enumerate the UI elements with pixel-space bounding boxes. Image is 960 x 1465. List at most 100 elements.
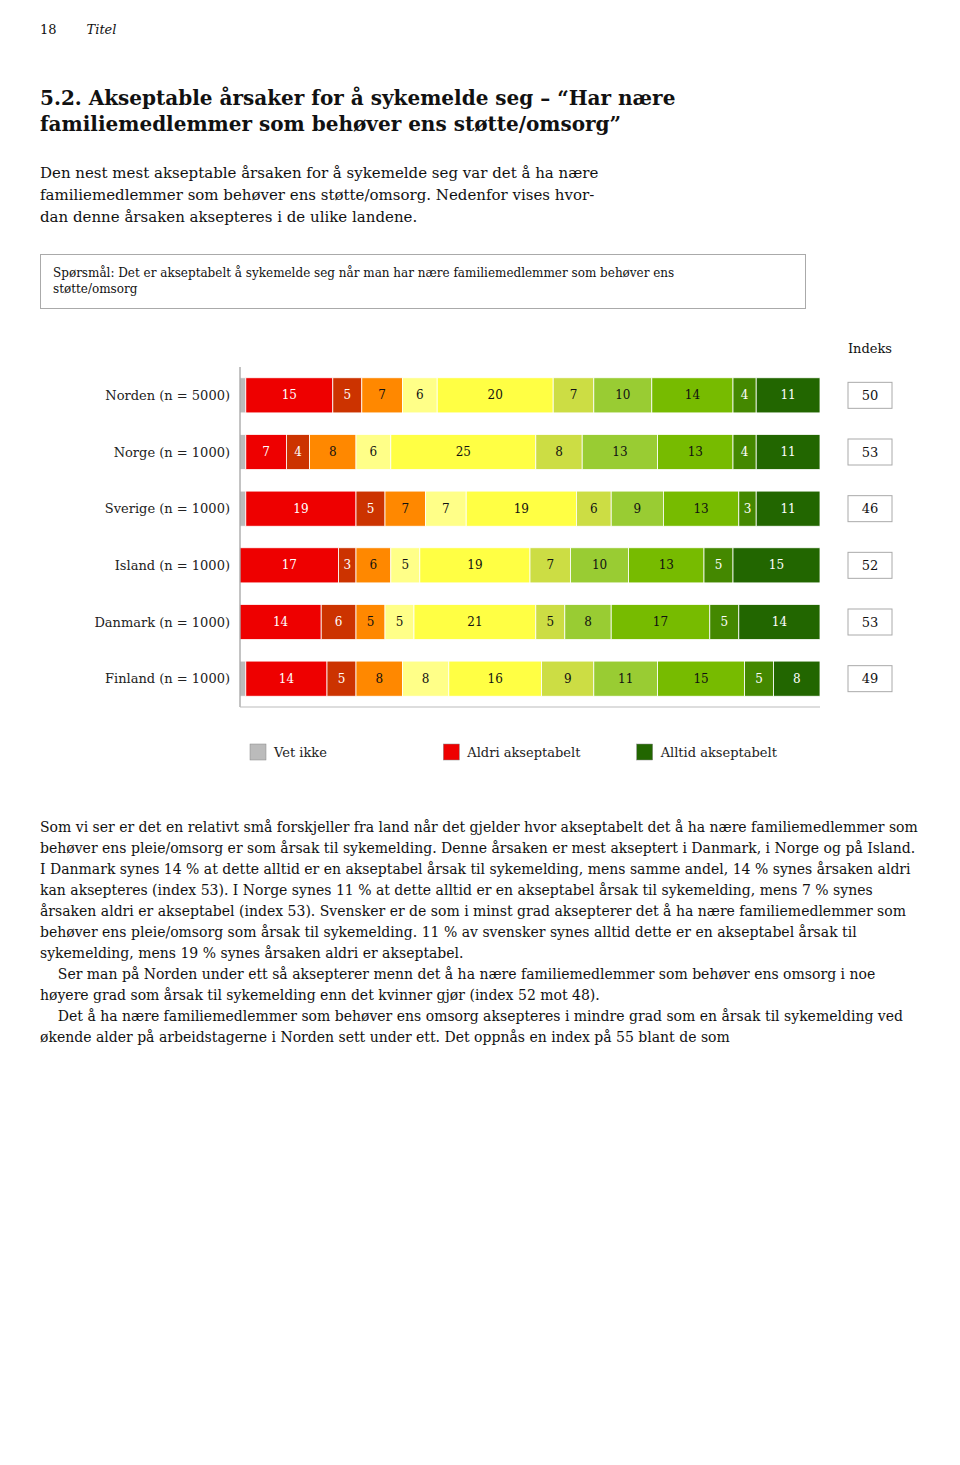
bar-segment [756,491,820,526]
data-label: 14 [685,388,701,402]
bar-segment [530,547,571,582]
bar-segment [565,604,611,639]
data-label: 16 [488,671,503,685]
bar-segment [240,491,246,526]
data-label: 5 [367,501,375,515]
bar-segment [414,604,536,639]
bar-segment [321,604,356,639]
data-label: 13 [659,558,674,572]
data-label: 4 [294,445,302,459]
data-label: 3 [343,558,351,572]
value-axis-line [240,706,820,707]
data-label: 21 [467,615,482,629]
bar-segment [246,661,327,696]
data-label: 19 [514,501,529,515]
bar-segment [594,377,652,412]
data-label: 13 [693,501,708,515]
data-label: 11 [780,388,795,402]
data-label: 6 [590,501,598,515]
data-labels: 1557620710144117486258131341119577196913… [262,388,800,685]
data-label: 11 [780,501,795,515]
data-label: 5 [343,388,351,402]
bar-segment [426,491,467,526]
data-label: 19 [467,558,482,572]
legend-swatch [637,744,653,760]
bar-segment [391,547,420,582]
category-label: Norge (n = 1000) [114,444,230,459]
bar-segment [356,434,391,469]
data-label: 17 [282,558,297,572]
intro-text: Den nest mest akseptable årsaken for å s… [40,163,760,228]
bar-segment [553,377,594,412]
data-label: 8 [375,671,383,685]
data-label: 8 [555,445,563,459]
data-label: 8 [422,671,430,685]
data-label: 8 [793,671,801,685]
bar-segment [402,661,448,696]
bar-segment [652,377,733,412]
data-label: 5 [401,558,409,572]
bar-segment [733,434,756,469]
bar-segment [385,604,414,639]
data-label: 3 [744,501,752,515]
data-label: 5 [720,615,728,629]
index-box [848,609,892,635]
body-text: Som vi ser er det en relativt små forskj… [40,817,920,1048]
data-label: 14 [279,671,295,685]
section-title: 5.2. Akseptable årsaker for å sykemelde … [40,85,920,137]
bar-segment [356,547,391,582]
index-value: 49 [862,671,879,686]
page-number: 18 [40,22,57,37]
category-label: Sverige (n = 1000) [105,501,230,516]
data-label: 6 [416,388,424,402]
data-label: 14 [772,615,788,629]
index-box [848,552,892,578]
data-label: 10 [615,388,630,402]
bar-segment [246,491,356,526]
bar-segment [246,377,333,412]
page-header: 18 Titel [40,22,920,37]
data-label: 11 [618,671,633,685]
question-text: Spørsmål: Det er akseptabelt å sykemelde… [40,254,806,308]
bar-segment [333,377,362,412]
bar-segment [536,434,582,469]
data-label: 6 [335,615,343,629]
data-label: 10 [592,558,607,572]
data-label: 4 [741,445,749,459]
data-label: 7 [570,388,578,402]
data-label: 4 [741,388,749,402]
data-label: 7 [546,558,554,572]
bar-segment [745,661,774,696]
bar-segment [391,434,536,469]
page-header-title: Titel [87,22,117,37]
bar-segment [402,377,437,412]
bar-segment [356,604,385,639]
bar-segment [774,661,820,696]
legend-swatch [250,744,266,760]
bar-segment [420,547,530,582]
data-label: 6 [370,558,378,572]
category-axis-line [240,367,241,707]
legend-entry: Vet ikke [273,744,327,759]
bar-segment [385,491,426,526]
bar-segment [710,604,739,639]
bar-segment [611,491,663,526]
legend-swatch [443,744,459,760]
bar-segment [240,377,246,412]
data-label: 25 [456,445,471,459]
data-label: 7 [401,501,409,515]
body-paragraph: Ser man på Norden under ett så akseptere… [40,964,920,1006]
data-label: 13 [688,445,703,459]
bar-segment [339,547,356,582]
body-paragraph: Det å ha nære familiemedlemmer som behøv… [40,1006,920,1048]
bar-segment [756,434,820,469]
bar-segment [594,661,658,696]
data-label: 20 [488,388,503,402]
bar-segment [571,547,629,582]
data-label: 7 [442,501,450,515]
bar-segment [756,377,820,412]
index-box [848,495,892,521]
data-label: 8 [329,445,337,459]
bar-segment [536,604,565,639]
index-value: 53 [862,444,879,459]
